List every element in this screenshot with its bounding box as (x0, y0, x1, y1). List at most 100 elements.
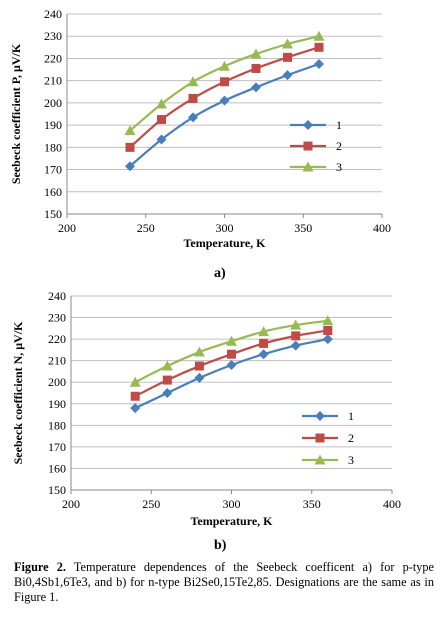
chart-a: 150 160 170 180 190 200 210 220 230 240 200 250 300 3… (9, 7, 391, 250)
data-point (156, 134, 167, 145)
data-point (125, 161, 135, 172)
chart-panel-a: 150 160 170 180 190 200 210 220 230 240 200 250 300 3… (0, 0, 445, 290)
data-point (187, 76, 199, 87)
y-tick-label: 210 (48, 354, 66, 368)
figure-label: Figure 2. (14, 560, 66, 574)
y-tick-label: 180 (44, 140, 62, 154)
data-point (194, 361, 204, 371)
data-point (188, 93, 198, 103)
data-point (193, 346, 205, 357)
data-point (219, 95, 230, 106)
legend-label: 2 (336, 139, 342, 153)
y-tick-label: 190 (44, 118, 62, 132)
panel-label-b: b) (214, 538, 227, 553)
data-point (322, 315, 334, 326)
x-tick-label: 350 (303, 497, 321, 511)
data-point (322, 334, 333, 345)
data-point (226, 335, 237, 346)
y-tick-label: 170 (48, 440, 66, 454)
data-point (282, 70, 293, 81)
data-point (283, 52, 292, 62)
data-point (314, 42, 324, 52)
y-tick-label: 150 (44, 207, 62, 221)
data-point (258, 349, 269, 360)
y-tick-label: 220 (48, 332, 66, 346)
series-3 (124, 30, 325, 136)
data-point (220, 77, 229, 87)
legend-entry: 3 (290, 160, 342, 174)
legend-marker (303, 120, 313, 130)
legend-label: 1 (336, 118, 342, 132)
legend-marker (302, 161, 314, 172)
x-tick-label: 400 (373, 221, 391, 235)
y-tick-label: 240 (44, 7, 62, 21)
y-tick-label: 160 (44, 185, 62, 199)
y-tick-label: 160 (48, 461, 66, 475)
x-tick-label: 250 (137, 221, 155, 235)
legend-label: 3 (348, 453, 354, 467)
data-point (290, 340, 301, 351)
series-2 (130, 325, 333, 401)
data-point (129, 376, 141, 387)
data-point (291, 331, 301, 341)
data-point (258, 326, 270, 337)
series-3 (129, 315, 334, 387)
data-point (219, 60, 230, 71)
data-point (282, 38, 293, 49)
legend-marker (315, 411, 325, 421)
series-line (134, 338, 329, 410)
data-point (124, 125, 136, 136)
data-point (226, 359, 237, 370)
y-tick-label: 200 (48, 375, 66, 389)
x-axis-title: Temperature, K (191, 514, 274, 528)
legend-entry: 3 (302, 453, 354, 467)
data-point (250, 48, 262, 59)
x-tick-label: 200 (62, 497, 80, 511)
legend-entry: 2 (302, 431, 354, 445)
data-point (161, 360, 173, 371)
chart-panel-b: 150 160 170 180 190 200 210 220 230 240 200 250 300 3… (0, 288, 445, 558)
data-point (290, 319, 302, 330)
data-point (156, 98, 167, 109)
legend-entry: 1 (290, 118, 342, 132)
x-tick-label: 300 (216, 221, 234, 235)
y-tick-label: 190 (48, 397, 66, 411)
y-axis-title: Seebeck coefficient P, μV/K (9, 43, 23, 184)
data-point (194, 372, 205, 383)
data-point (313, 30, 325, 41)
data-point (251, 63, 261, 73)
y-tick-label: 220 (44, 51, 62, 65)
x-tick-label: 400 (383, 497, 401, 511)
data-point (125, 142, 135, 152)
x-tick-label: 200 (58, 221, 76, 235)
legend-label: 2 (348, 431, 354, 445)
chart-b: 150 160 170 180 190 200 210 220 230 240 200 250 300 3… (11, 289, 401, 528)
y-tick-label: 170 (44, 163, 62, 177)
x-axis-title: Temperature, K (184, 236, 267, 250)
series-1 (130, 334, 333, 414)
figure-caption: Figure 2. Temperature dependences of the… (14, 560, 434, 605)
data-point (162, 375, 172, 385)
legend-entry: 2 (290, 139, 342, 153)
y-tick-label: 150 (48, 483, 66, 497)
y-tick-label: 180 (48, 418, 66, 432)
data-point (130, 403, 141, 414)
data-point (130, 391, 140, 401)
legend-entry: 1 (302, 409, 354, 423)
legend-label: 3 (336, 160, 342, 174)
data-point (188, 112, 198, 123)
y-axis-title: Seebeck coefficient N, μV/K (11, 321, 25, 464)
data-point (157, 115, 166, 125)
data-point (314, 59, 324, 69)
y-tick-label: 240 (48, 289, 66, 303)
x-tick-label: 300 (223, 497, 241, 511)
data-point (259, 338, 269, 348)
data-point (227, 349, 236, 359)
y-tick-label: 210 (44, 74, 62, 88)
legend-marker (303, 141, 313, 151)
legend-marker (315, 433, 325, 443)
y-tick-label: 230 (44, 29, 62, 43)
panel-label-a: a) (214, 266, 226, 281)
legend-marker (314, 454, 326, 465)
legend-label: 1 (348, 409, 354, 423)
